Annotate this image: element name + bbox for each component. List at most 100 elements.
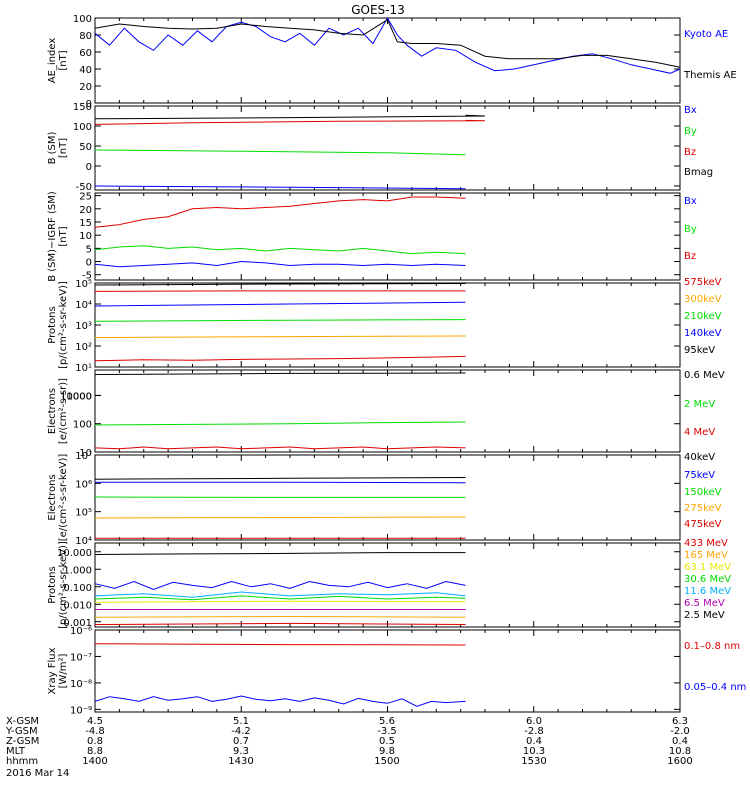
y-tick-label: 10⁻⁷ <box>70 652 92 663</box>
y-tick-label: 60 <box>79 48 92 59</box>
y-tick-label: 10⁵ <box>75 508 92 519</box>
series-line-bmag <box>94 114 486 120</box>
row-value: -4.8 <box>85 726 105 737</box>
panel-2: -50 0 50 100 150 B (SM)[nT] Bx By Bz Bmag <box>47 102 713 193</box>
series-line-40kev <box>94 477 466 480</box>
legend-label: 150keV <box>684 487 722 498</box>
legend-label: Themis AE <box>683 70 737 81</box>
y-tick-label: 10000 <box>60 391 92 402</box>
series-line-275kev <box>94 516 466 519</box>
legend-label: 11.6 MeV <box>684 586 731 597</box>
legend-label: Bmag <box>684 167 713 178</box>
y-tick-label: -5 <box>82 271 92 282</box>
y-tick-label: 10.000 <box>57 548 92 559</box>
y-tick-label: 20 <box>79 205 92 216</box>
series-line-2-mev <box>94 421 466 426</box>
row-value: 0.5 <box>379 736 395 747</box>
series-line-bz <box>94 196 466 228</box>
series-line-unlabeled <box>94 580 466 591</box>
y-tick-label: 10⁷ <box>75 451 92 462</box>
y-axis-label: B (SM)−IGRF (SM)[nT] <box>47 191 69 282</box>
y-tick-label: 10 <box>79 448 92 459</box>
date-label: 2016 Mar 14 <box>6 768 69 779</box>
y-tick-label: 150 <box>73 102 92 113</box>
legend-label: 40keV <box>684 452 715 463</box>
row-value: 5.1 <box>233 716 249 727</box>
legend-label: Bz <box>684 251 696 262</box>
y-tick-label: 40 <box>79 65 92 76</box>
y-axis-label: AE_index[nT] <box>47 38 69 84</box>
series-line-210kev <box>94 319 466 322</box>
y-axis-label: Electrons[e/(cm²-s-sr-keV)] <box>47 454 69 542</box>
panel-frame <box>94 629 681 713</box>
y-tick-label: 25 <box>79 192 92 203</box>
row-value: 0.7 <box>233 736 249 747</box>
y-tick-label: 0.100 <box>63 583 92 594</box>
series-line-433-mev <box>94 622 466 625</box>
legend-label: 575keV <box>684 277 722 288</box>
y-tick-label: 10⁻⁸ <box>70 679 92 690</box>
legend-label: Kyoto AE <box>684 29 728 40</box>
legend-label: 140keV <box>684 328 722 339</box>
legend-label: 30.6 MeV <box>684 574 731 585</box>
series-line-165-mev <box>94 615 466 618</box>
panel-frame <box>94 192 681 281</box>
legend-label: By <box>684 224 697 235</box>
legend-label: Bx <box>684 196 697 207</box>
y-tick-label: 0.001 <box>63 618 92 629</box>
legend-label: 0.6 MeV <box>684 370 725 381</box>
y-tick-label: 100 <box>73 14 92 25</box>
panel-6: 10⁴ 10⁵ 10⁶ 10⁷ Electrons[e/(cm²-s-sr-keV)] 4… <box>47 451 722 547</box>
y-tick-label: 20 <box>79 82 92 93</box>
panels: 0 20 40 60 80 100 AE_index[nT] Kyoto AE Themis A… <box>47 14 746 716</box>
legend-label: Bz <box>684 147 696 158</box>
time-axis-labels: X-GSM 4.5 5.1 5.6 6.0 6.3 Y-GSM -4.8 -4.2 -3.5 -2.… <box>5 716 693 779</box>
legend-label: 475keV <box>684 519 722 530</box>
row-value: 6.0 <box>526 716 542 727</box>
row-value: 1600 <box>667 756 692 767</box>
y-axis-label: B (SM)[nT] <box>47 131 69 164</box>
panel-3: -5 0 5 10 15 20 25 B (SM)−IGRF (SM)[nT] Bx By Bz <box>47 191 697 282</box>
series-line-unlabeled <box>94 355 466 362</box>
row-value: 10.8 <box>669 746 691 757</box>
row-value: 1400 <box>82 756 107 767</box>
series-line-30-6-mev <box>94 595 466 601</box>
legend-label: 210keV <box>684 311 722 322</box>
panel-frame <box>94 282 681 368</box>
row-value: 10.3 <box>523 746 545 757</box>
row-label: hhmm <box>6 756 38 767</box>
y-tick-label: 10³ <box>75 321 92 332</box>
y-tick-label: 10⁶ <box>75 479 92 490</box>
series-line-2-5-mev <box>94 552 466 555</box>
legend-label: Bx <box>684 105 697 116</box>
y-tick-label: -50 <box>76 182 92 193</box>
y-tick-label: 100 <box>73 420 92 431</box>
legend-label: 275keV <box>684 503 722 514</box>
y-tick-label: 80 <box>79 31 92 42</box>
y-axis-label: Protons[p/(cm²-s-sr-keV)] <box>47 281 69 369</box>
series-line-95kev <box>94 283 466 286</box>
panel-7: 0.001 0.010 0.100 1.000 10.000Protons[p/(cm²… <box>47 538 731 629</box>
y-tick-label: 0 <box>86 162 92 173</box>
y-axis-label: Electrons[e/(cm²-s-sr)] <box>47 378 69 444</box>
y-tick-label: 1000 <box>67 391 92 402</box>
row-value: 0.4 <box>672 736 688 747</box>
row-value: 0.4 <box>526 736 542 747</box>
legend-label: 0.1–0.8 nm <box>684 641 740 652</box>
panel-frame <box>94 369 681 453</box>
series-line-300kev <box>94 335 466 339</box>
row-label: Y-GSM <box>5 726 38 737</box>
legend-label: 95keV <box>684 345 715 356</box>
series-line-bz <box>94 119 486 125</box>
row-value: 9.3 <box>233 746 249 757</box>
series-line-140kev <box>94 301 466 307</box>
row-label: X-GSM <box>6 716 39 727</box>
series-line-by <box>94 245 466 255</box>
legend-label: 300keV <box>684 294 722 305</box>
series-line-75kev <box>95 481 466 484</box>
y-tick-label: 10 <box>79 231 92 242</box>
y-tick-label: 5 <box>86 244 92 255</box>
y-tick-label: 0.010 <box>63 600 92 611</box>
series-line-11-6-mev <box>94 591 466 598</box>
